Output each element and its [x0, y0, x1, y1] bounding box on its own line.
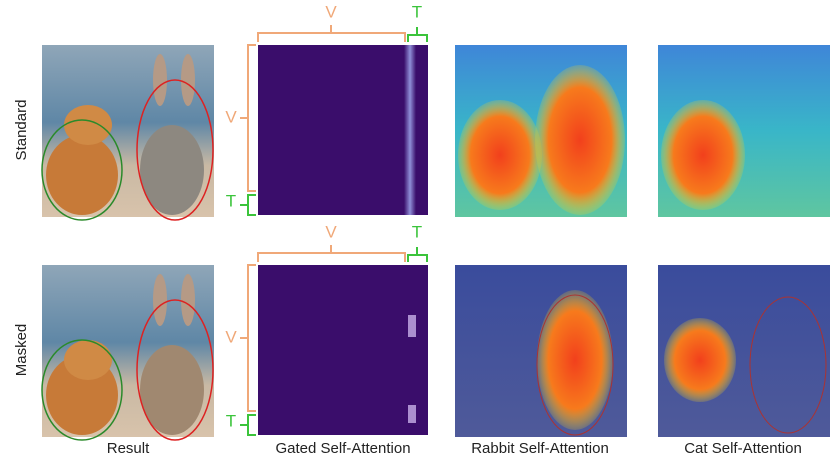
- attention-matrix: [258, 45, 428, 215]
- green-outline: [41, 119, 123, 221]
- red-outline: [136, 299, 214, 441]
- column-label: Cat Self-Attention: [684, 440, 802, 457]
- outline: [536, 294, 614, 436]
- text-column: [404, 45, 416, 215]
- row-label: Masked: [13, 324, 30, 377]
- v-bracket-left: [240, 264, 256, 412]
- hot-region: [535, 65, 625, 215]
- animal-ear: [153, 54, 167, 106]
- column-label: Result: [107, 440, 150, 457]
- row-label: Standard: [13, 100, 30, 161]
- hot-region: [661, 100, 745, 210]
- animal-ear: [153, 274, 167, 326]
- t-label: T: [226, 411, 236, 430]
- t-label: T: [226, 191, 236, 210]
- animal: [140, 125, 204, 215]
- t-label: T: [412, 222, 422, 241]
- animal-head: [64, 105, 112, 145]
- t-bracket-top: [407, 247, 428, 262]
- animal-ear: [181, 274, 195, 326]
- v-label: V: [225, 107, 237, 126]
- animal-head: [64, 340, 112, 380]
- v-label: V: [225, 327, 237, 346]
- attention-matrix: [258, 265, 428, 435]
- hot-region: [537, 290, 613, 430]
- text-spot: [408, 405, 416, 423]
- animal-ear: [181, 54, 195, 106]
- v-bracket-top: [257, 245, 406, 262]
- animal: [46, 135, 118, 215]
- v-bracket-top: [257, 25, 406, 42]
- red-outline: [136, 79, 214, 221]
- animal: [140, 345, 204, 435]
- hot-region: [458, 100, 542, 210]
- text-spot: [408, 315, 416, 337]
- t-bracket-left: [240, 414, 256, 436]
- t-bracket-top: [407, 27, 428, 42]
- hot-region: [664, 318, 736, 402]
- v-label: V: [325, 2, 337, 21]
- t-label: T: [412, 2, 422, 21]
- t-bracket-left: [240, 194, 256, 216]
- outline: [749, 296, 827, 434]
- green-outline: [41, 339, 123, 441]
- column-label: Rabbit Self-Attention: [471, 440, 609, 457]
- column-label: Gated Self-Attention: [275, 440, 410, 457]
- v-bracket-left: [240, 44, 256, 192]
- v-label: V: [325, 222, 337, 241]
